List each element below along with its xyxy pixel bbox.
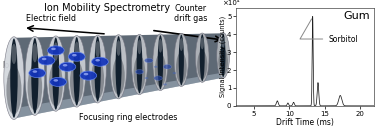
Ellipse shape	[53, 42, 58, 61]
Circle shape	[172, 72, 176, 74]
Ellipse shape	[4, 37, 24, 119]
Ellipse shape	[200, 34, 205, 81]
Circle shape	[68, 52, 85, 61]
Text: Gum: Gum	[344, 10, 370, 21]
Ellipse shape	[221, 34, 226, 77]
Circle shape	[47, 46, 64, 55]
Ellipse shape	[132, 34, 147, 95]
Ellipse shape	[70, 61, 84, 103]
Circle shape	[42, 58, 46, 60]
Circle shape	[51, 48, 56, 50]
Ellipse shape	[91, 59, 104, 99]
Ellipse shape	[68, 36, 86, 107]
Ellipse shape	[25, 36, 45, 115]
Ellipse shape	[95, 41, 100, 57]
Ellipse shape	[179, 35, 184, 85]
Ellipse shape	[138, 39, 141, 54]
Ellipse shape	[116, 36, 122, 98]
Text: Electric field: Electric field	[26, 14, 76, 23]
Ellipse shape	[33, 43, 37, 62]
Ellipse shape	[153, 34, 168, 91]
Text: Ions: Ions	[2, 61, 19, 70]
Ellipse shape	[46, 36, 65, 111]
Ellipse shape	[11, 44, 17, 64]
Ellipse shape	[28, 64, 42, 111]
Polygon shape	[14, 33, 223, 118]
X-axis label: Drift Time (ms): Drift Time (ms)	[276, 118, 334, 126]
Ellipse shape	[158, 39, 162, 53]
Ellipse shape	[180, 38, 183, 51]
Circle shape	[33, 70, 37, 73]
Ellipse shape	[133, 56, 146, 91]
Ellipse shape	[200, 37, 204, 49]
Ellipse shape	[10, 39, 18, 118]
Circle shape	[29, 69, 46, 78]
Circle shape	[59, 62, 76, 71]
Circle shape	[38, 56, 55, 65]
Text: Sorbitol: Sorbitol	[300, 19, 358, 43]
Text: Ion Mobility Spectrometry: Ion Mobility Spectrometry	[44, 3, 170, 13]
Ellipse shape	[6, 66, 22, 114]
Circle shape	[95, 59, 100, 61]
Ellipse shape	[116, 40, 121, 56]
Circle shape	[53, 79, 58, 82]
Circle shape	[163, 83, 167, 85]
Ellipse shape	[197, 51, 207, 79]
Ellipse shape	[195, 33, 209, 82]
Text: Focusing ring electrodes: Focusing ring electrodes	[79, 113, 177, 122]
Circle shape	[135, 70, 144, 74]
Circle shape	[163, 65, 172, 69]
Text: ×10⁴: ×10⁴	[222, 0, 240, 6]
Ellipse shape	[136, 36, 143, 93]
Circle shape	[154, 76, 162, 80]
Circle shape	[63, 64, 67, 67]
Ellipse shape	[31, 38, 39, 114]
Circle shape	[72, 54, 77, 56]
Ellipse shape	[222, 37, 225, 48]
Y-axis label: Signal Intensity (counts): Signal Intensity (counts)	[219, 16, 226, 97]
Ellipse shape	[155, 54, 166, 87]
Circle shape	[91, 57, 108, 66]
Ellipse shape	[174, 33, 189, 87]
Circle shape	[50, 77, 67, 86]
Ellipse shape	[176, 52, 187, 83]
Polygon shape	[14, 73, 223, 118]
Ellipse shape	[158, 35, 163, 89]
Circle shape	[80, 71, 97, 80]
Circle shape	[84, 73, 88, 75]
Ellipse shape	[89, 35, 106, 103]
Ellipse shape	[74, 42, 79, 59]
Text: Counter
drift gas: Counter drift gas	[174, 4, 207, 23]
Ellipse shape	[112, 57, 125, 95]
Ellipse shape	[94, 37, 101, 102]
Circle shape	[145, 58, 153, 63]
Circle shape	[145, 77, 148, 79]
Ellipse shape	[217, 33, 229, 78]
Circle shape	[154, 66, 158, 68]
Ellipse shape	[52, 38, 59, 110]
Ellipse shape	[110, 35, 127, 99]
Ellipse shape	[218, 49, 228, 75]
Ellipse shape	[49, 63, 63, 107]
Ellipse shape	[73, 37, 80, 106]
